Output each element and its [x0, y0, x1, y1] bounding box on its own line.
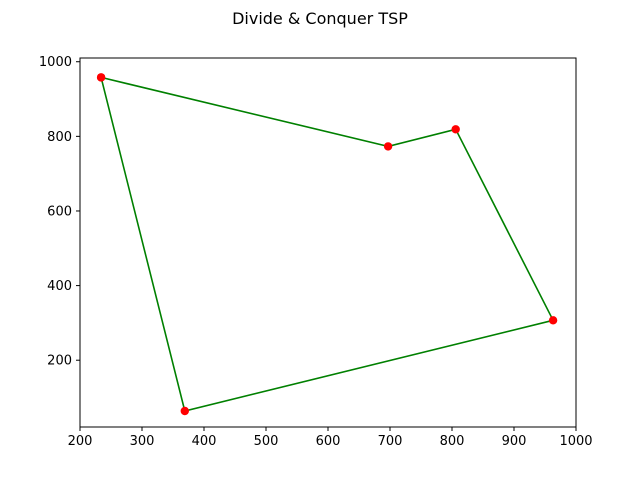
x-tick-label: 800	[440, 434, 465, 449]
axes: 200 300 400 500 600 700 800 900 1000 200 400 600 800…	[39, 55, 593, 449]
city-point	[383, 142, 393, 151]
city-point	[96, 73, 106, 82]
x-tick-label: 300	[130, 434, 155, 449]
y-tick-label: 600	[47, 204, 72, 219]
plot-marks	[96, 73, 558, 416]
y-tick-label: 400	[47, 279, 72, 294]
plot-area	[79, 57, 577, 428]
x-tick-label: 500	[254, 434, 279, 449]
city-point	[548, 316, 558, 325]
city-point	[451, 125, 460, 134]
x-tick-label: 1000	[559, 434, 592, 449]
x-tick-label: 400	[192, 434, 217, 449]
chart-title: Divide & Conquer TSP	[232, 9, 408, 28]
x-tick-label: 900	[502, 434, 527, 449]
y-tick-label: 1000	[39, 55, 72, 70]
tour-line	[100, 76, 555, 412]
y-tick-label: 800	[47, 130, 72, 145]
x-tick-label: 200	[68, 434, 93, 449]
x-tick-label: 600	[316, 434, 341, 449]
x-tick-label: 700	[378, 434, 403, 449]
city-point	[180, 406, 189, 416]
y-tick-label: 200	[47, 354, 72, 369]
